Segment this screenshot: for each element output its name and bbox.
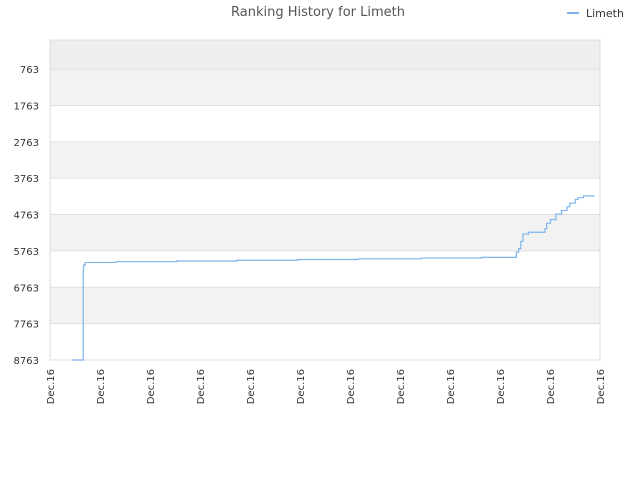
legend-label: Limeth	[586, 7, 624, 20]
x-tick-label: Dec.16	[346, 369, 357, 404]
x-tick-label: Dec.16	[546, 369, 557, 404]
plot-band	[50, 69, 600, 106]
x-tick-label: Dec.16	[296, 369, 307, 404]
plot-band	[50, 178, 600, 215]
y-axis-ticks: 763 1763 2763 3763 4763 5763 6763 7763 8763	[14, 65, 39, 367]
series-line-limeth	[72, 195, 595, 361]
y-tick-label: 3763	[14, 174, 39, 185]
y-tick-label: 1763	[14, 101, 39, 112]
x-tick-label: Dec.16	[96, 369, 107, 404]
x-tick-label: Dec.16	[46, 369, 57, 404]
x-tick-label: Dec.16	[596, 369, 607, 404]
plot-band	[50, 287, 600, 324]
x-tick-label: Dec.16	[146, 369, 157, 404]
chart-title: Ranking History for Limeth	[231, 5, 405, 20]
plot-band	[50, 250, 600, 288]
x-tick-label: Dec.16	[446, 369, 457, 404]
plot-border	[49, 39, 601, 361]
x-tick-label: Dec.16	[496, 369, 507, 404]
plot-bands	[50, 40, 600, 360]
plot-band	[50, 323, 600, 360]
y-tick-label: 7763	[14, 320, 39, 331]
x-tick-label: Dec.16	[246, 369, 257, 404]
plot-band	[50, 40, 600, 70]
plot-band	[50, 214, 600, 251]
y-tick-label: 763	[20, 65, 39, 76]
plot-band	[50, 105, 600, 142]
y-tick-label: 4763	[14, 211, 39, 222]
y-tick-label: 8763	[14, 356, 39, 367]
y-tick-label: 6763	[14, 283, 39, 294]
x-tick-label: Dec.16	[196, 369, 207, 404]
series-group	[72, 195, 595, 361]
y-tick-label: 2763	[14, 138, 39, 149]
x-tick-label: Dec.16	[396, 369, 407, 404]
legend[interactable]: Limeth	[567, 7, 624, 20]
x-axis-ticks: Dec.16 Dec.16 Dec.16 Dec.16 Dec.16 Dec.16 Dec.…	[46, 369, 607, 404]
y-tick-label: 5763	[14, 247, 39, 258]
plot-band	[50, 141, 600, 179]
